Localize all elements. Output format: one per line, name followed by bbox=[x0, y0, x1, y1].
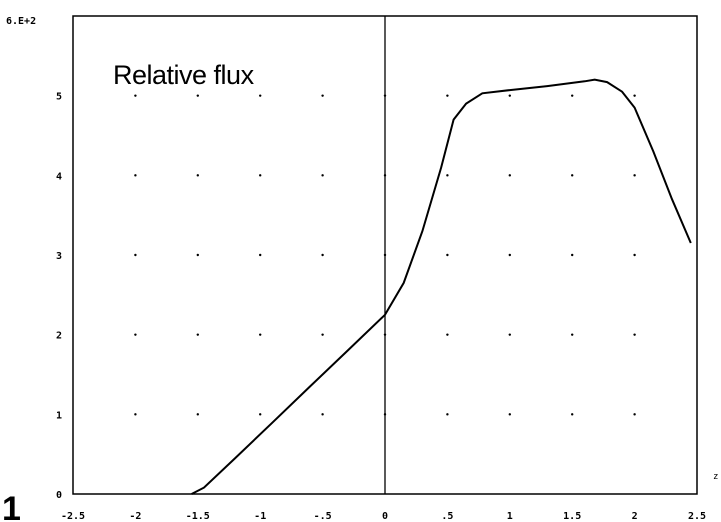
grid-dot bbox=[633, 94, 635, 96]
grid-dot bbox=[197, 254, 199, 256]
x-tick-label: 0 bbox=[382, 511, 388, 522]
corner-mark: 1 bbox=[2, 490, 21, 522]
grid-dot bbox=[134, 94, 136, 96]
grid-dot bbox=[571, 174, 573, 176]
grid-dot bbox=[259, 333, 261, 335]
grid-dot bbox=[509, 94, 511, 96]
x-tick-label: -2.5 bbox=[61, 511, 85, 522]
grid-dot bbox=[321, 333, 323, 335]
grid-dot bbox=[259, 254, 261, 256]
grid-dot bbox=[134, 174, 136, 176]
edge-mark: z bbox=[713, 472, 718, 482]
x-tick-label: 2 bbox=[632, 511, 638, 522]
grid-dot bbox=[446, 174, 448, 176]
grid-dot bbox=[571, 94, 573, 96]
grid-dot bbox=[633, 174, 635, 176]
y-top-label: 6.E+2 bbox=[6, 16, 36, 27]
y-tick-label: 2 bbox=[56, 331, 62, 342]
grid-dot bbox=[259, 94, 261, 96]
x-tick-label: 2.5 bbox=[688, 511, 706, 522]
y-tick-label: 4 bbox=[56, 171, 62, 182]
grid-dot bbox=[509, 254, 511, 256]
chart-title: Relative flux bbox=[113, 60, 255, 90]
grid-dot bbox=[134, 254, 136, 256]
x-tick-label: 1 bbox=[507, 511, 513, 522]
grid-dot bbox=[571, 333, 573, 335]
grid-dot bbox=[259, 413, 261, 415]
flux-curve bbox=[192, 80, 691, 494]
grid-dot bbox=[321, 254, 323, 256]
grid-dot bbox=[446, 413, 448, 415]
x-tick-label: -1.5 bbox=[186, 511, 210, 522]
grid-dot bbox=[197, 174, 199, 176]
grid-dot bbox=[509, 333, 511, 335]
grid-dot bbox=[509, 413, 511, 415]
grid-dot bbox=[134, 333, 136, 335]
grid-dot bbox=[571, 413, 573, 415]
y-tick-label: 1 bbox=[56, 410, 62, 421]
x-tick-label: -1 bbox=[254, 511, 266, 522]
grid-dot bbox=[571, 254, 573, 256]
y-tick-labels: 0 1 2 3 4 5 bbox=[56, 92, 62, 501]
y-tick-label: 5 bbox=[56, 92, 62, 103]
grid-dot bbox=[321, 94, 323, 96]
grid-dot bbox=[633, 333, 635, 335]
grid-dot bbox=[134, 413, 136, 415]
grid-dot bbox=[197, 94, 199, 96]
grid-dot bbox=[633, 413, 635, 415]
y-tick-label: 3 bbox=[56, 251, 62, 262]
grid-dot bbox=[446, 94, 448, 96]
x-tick-label: -2 bbox=[129, 511, 141, 522]
x-tick-label: .5 bbox=[441, 511, 453, 522]
grid-dot bbox=[446, 333, 448, 335]
x-tick-label: 1.5 bbox=[563, 511, 581, 522]
grid-dot bbox=[509, 174, 511, 176]
y-tick-label: 0 bbox=[56, 490, 62, 501]
grid-dot bbox=[197, 413, 199, 415]
grid-dot bbox=[321, 174, 323, 176]
grid-dot bbox=[197, 333, 199, 335]
grid-dot bbox=[321, 413, 323, 415]
x-tick-labels: -2.5 -2 -1.5 -1 -.5 0 .5 1 1.5 2 2.5 bbox=[61, 511, 706, 522]
grid-dot bbox=[633, 254, 635, 256]
grid-dot bbox=[259, 174, 261, 176]
x-tick-label: -.5 bbox=[314, 511, 332, 522]
grid-dot bbox=[446, 254, 448, 256]
